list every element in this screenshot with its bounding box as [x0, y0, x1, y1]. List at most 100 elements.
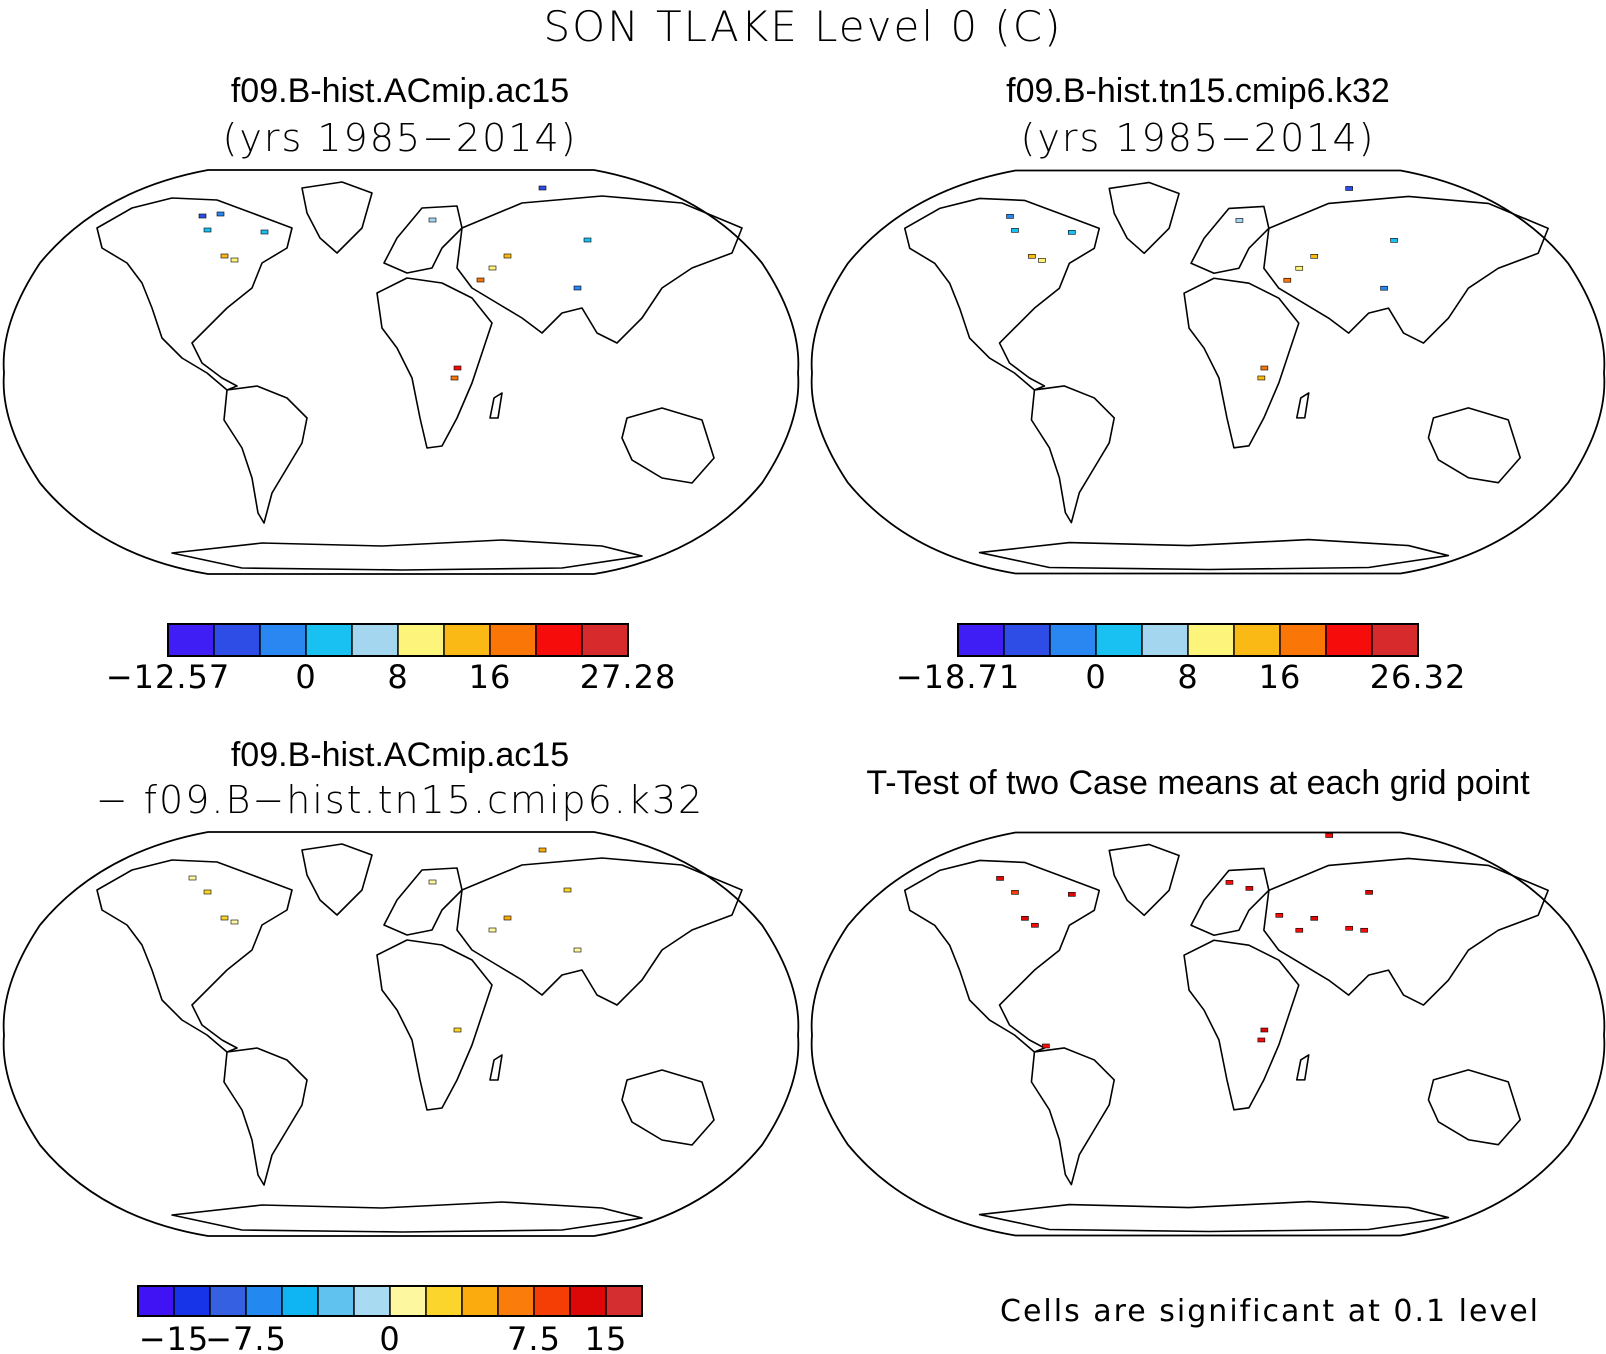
- colorbar-swatch: [281, 1285, 319, 1317]
- colorbar-tick-label: 0: [379, 1320, 400, 1354]
- lake-cell: [1390, 238, 1398, 243]
- lake-cell: [450, 375, 459, 381]
- colorbar-tick-label: −15: [139, 1320, 210, 1354]
- lake-cell: [1283, 277, 1292, 283]
- coastline: [489, 1054, 503, 1081]
- lake-cell: [538, 847, 547, 853]
- lake-cell: [1345, 186, 1353, 191]
- colorbar-swatch: [317, 1285, 355, 1317]
- colorbar-case2: −18.71 0 8 16 26.32: [896, 623, 1465, 696]
- coastline: [171, 539, 643, 571]
- lake-cell: [203, 227, 212, 233]
- colorbar-tick-label: 8: [1177, 658, 1198, 696]
- coastline: [96, 859, 293, 1053]
- lake-cell: [230, 919, 239, 925]
- lake-cell: [1068, 230, 1076, 235]
- panel-difference-title: f09.B-hist.ACmip.ac15: [230, 736, 570, 774]
- lake-cell: [1295, 927, 1304, 933]
- colorbar-swatch: [173, 1285, 211, 1317]
- lake-cell: [1021, 915, 1029, 921]
- coastline: [456, 857, 743, 1006]
- colorbar-swatch: [245, 1285, 283, 1317]
- lake-cell: [1068, 892, 1076, 897]
- lake-cell: [563, 887, 572, 893]
- coastline: [903, 859, 1101, 1053]
- coastline: [903, 197, 1101, 391]
- colorbar-tick-label: −12.57: [106, 658, 230, 696]
- lake-cell: [538, 185, 547, 191]
- lake-cell: [1260, 365, 1269, 371]
- colorbar-swatch: [389, 1285, 427, 1317]
- coastline: [1263, 195, 1549, 344]
- lake-cell: [1345, 925, 1353, 931]
- colorbar-swatch: [1141, 623, 1189, 657]
- lake-cell: [188, 875, 197, 881]
- coastline: [1183, 939, 1300, 1111]
- colorbar-tick-label: 0: [1085, 658, 1106, 696]
- lake-cell: [583, 237, 592, 243]
- coastline: [376, 277, 493, 449]
- coastline: [301, 181, 373, 254]
- colorbar-tick-label: 0: [295, 658, 316, 696]
- panel-case1-subtitle: (yrs 1985−2014): [222, 116, 578, 160]
- coastline: [978, 538, 1450, 571]
- colorbar-tick-label: 27.28: [580, 658, 677, 696]
- colorbar-swatch: [1325, 623, 1373, 657]
- coastline: [301, 843, 373, 916]
- map-case2: [810, 169, 1606, 575]
- coastline: [171, 1201, 643, 1233]
- coastline: [621, 1069, 715, 1146]
- panel-case2-subtitle: (yrs 1985−2014): [1020, 116, 1376, 160]
- colorbar-swatch: [535, 623, 583, 657]
- colorbar-swatch: [351, 623, 399, 657]
- lake-cell: [453, 365, 462, 371]
- figure-title: SON TLAKE Level 0 (C): [543, 2, 1063, 51]
- coastline: [456, 195, 743, 344]
- colorbar-swatch: [1187, 623, 1235, 657]
- lake-cell: [1028, 253, 1036, 259]
- coastline: [1427, 407, 1522, 484]
- lake-cell: [1038, 257, 1046, 263]
- lake-cell: [198, 213, 207, 219]
- ttest-significance-note: Cells are significant at 0.1 level: [1000, 1294, 1541, 1329]
- lake-cell: [488, 265, 497, 271]
- colorbar-swatch: [1095, 623, 1143, 657]
- lake-cell: [220, 915, 229, 921]
- colorbar-swatch: [167, 623, 215, 657]
- colorbar-difference: −15−7.5 0 7.5 15: [137, 1285, 643, 1354]
- colorbar-swatch: [1371, 623, 1419, 657]
- lake-cell: [1225, 880, 1234, 885]
- lake-cell: [1011, 228, 1019, 233]
- coastline: [1108, 181, 1180, 255]
- colorbar-case1: −12.57 0 8 16 27.28: [106, 623, 677, 696]
- lake-cell: [260, 229, 269, 235]
- colorbar-tick-label: −18.71: [896, 658, 1020, 696]
- lake-cell: [573, 947, 582, 953]
- colorbar-swatch: [957, 623, 1005, 657]
- lake-cell: [573, 285, 582, 291]
- lake-cell: [1031, 922, 1039, 928]
- coastline: [1427, 1069, 1522, 1146]
- lake-cell: [1365, 890, 1373, 895]
- colorbar-swatch: [497, 1285, 535, 1317]
- lake-cell: [203, 889, 212, 895]
- colorbar-swatch: [209, 1285, 247, 1317]
- coastline: [489, 392, 503, 419]
- colorbar-swatch: [533, 1285, 571, 1317]
- colorbar-tick-label: 16: [1259, 658, 1302, 696]
- panel-ttest-title: T-Test of two Case means at each grid po…: [866, 764, 1530, 802]
- colorbar-tick-label: 16: [469, 658, 512, 696]
- lake-cell: [220, 253, 229, 259]
- colorbar-swatch: [461, 1285, 499, 1317]
- panel-case1-title: f09.B-hist.ACmip.ac15: [230, 72, 570, 110]
- lake-cell: [1006, 214, 1014, 219]
- colorbar-swatch: [1003, 623, 1051, 657]
- lake-cell: [1295, 265, 1304, 271]
- lake-cell: [1257, 1037, 1266, 1043]
- lake-cell: [428, 217, 437, 223]
- coastline: [1108, 843, 1180, 917]
- colorbar-swatch: [443, 623, 491, 657]
- colorbar-swatch: [353, 1285, 391, 1317]
- lake-cell: [488, 927, 497, 933]
- lake-cell: [1257, 375, 1266, 381]
